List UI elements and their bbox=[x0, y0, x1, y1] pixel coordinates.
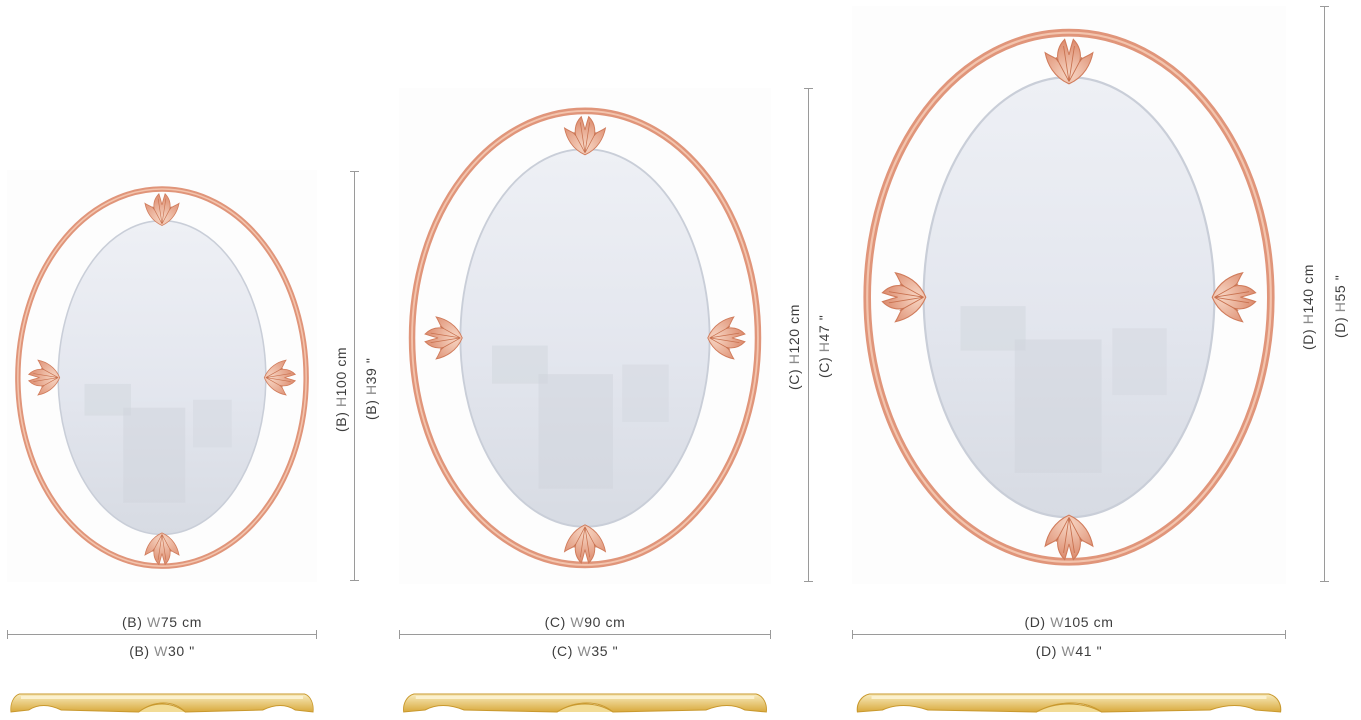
mirror-b-width-in: (B) W30 " bbox=[129, 643, 195, 659]
mirror-c-height-cm: (C) H120 cm bbox=[786, 304, 802, 390]
mirror-d-width-in: (D) W41 " bbox=[1035, 643, 1103, 659]
mirror-c-top-view bbox=[399, 690, 771, 720]
mirror-d-image bbox=[852, 6, 1286, 584]
mirror-c-height-line bbox=[804, 88, 813, 582]
mirror-d-width-cm: (D) W105 cm bbox=[1024, 614, 1114, 630]
mirror-b-height-in: (B) H39 " bbox=[363, 357, 379, 420]
mirror-c-width-cm: (C) W90 cm bbox=[544, 614, 626, 630]
mirror-c-image bbox=[399, 88, 771, 584]
mirror-b-image bbox=[7, 170, 317, 582]
mirror-b-top-view bbox=[7, 690, 317, 720]
mirror-d-width-line bbox=[852, 630, 1286, 639]
mirror-c-height-in: (C) H47 " bbox=[816, 314, 832, 378]
mirror-d-top-view bbox=[852, 690, 1286, 720]
mirror-b-width-line bbox=[7, 630, 317, 639]
mirror-b-width-cm: (B) W75 cm bbox=[122, 614, 202, 630]
mirror-d-height-cm: (D) H140 cm bbox=[1300, 264, 1316, 350]
mirror-d-height-line bbox=[1320, 6, 1329, 582]
mirror-d-height-in: (D) H55 " bbox=[1332, 274, 1348, 338]
mirror-b-height-cm: (B) H100 cm bbox=[333, 346, 349, 432]
mirror-c-width-in: (C) W35 " bbox=[551, 643, 619, 659]
mirror-c-width-line bbox=[399, 630, 771, 639]
mirror-b-height-line bbox=[350, 171, 359, 581]
